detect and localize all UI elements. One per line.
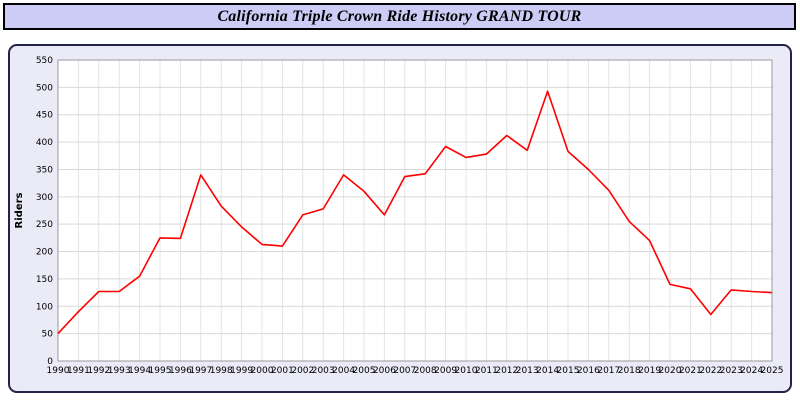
y-tick-label: 300: [36, 193, 53, 203]
riders-series-line: [57, 90, 773, 335]
chart-title-bar: California Triple Crown Ride History GRA…: [3, 3, 796, 30]
x-tick-label: 2000: [251, 366, 274, 376]
y-tick-label: 100: [36, 302, 53, 312]
x-tick-label: 1994: [128, 366, 151, 376]
x-tick-label: 2019: [638, 366, 661, 376]
x-tick-label: 1990: [47, 366, 70, 376]
y-tick-label: 500: [36, 83, 53, 93]
x-tick-label: 2023: [720, 366, 743, 376]
x-tick-label: 2008: [414, 366, 437, 376]
x-tick-label: 2001: [271, 366, 294, 376]
x-tick-label: 2016: [577, 366, 600, 376]
x-tick-label: 2015: [557, 366, 580, 376]
plot-border: [57, 59, 773, 362]
y-tick-label: 0: [47, 357, 53, 367]
x-tick-label: 1997: [189, 366, 212, 376]
y-tick-label: 450: [36, 111, 53, 121]
x-tick-label: 2013: [516, 366, 539, 376]
page-title: California Triple Crown Ride History GRA…: [217, 7, 582, 25]
x-tick-label: 1998: [210, 366, 233, 376]
x-tick-label: 2025: [761, 366, 784, 376]
y-tick-label: 350: [36, 165, 53, 175]
x-tick-label: 2002: [291, 366, 314, 376]
x-tick-label: 2009: [434, 366, 457, 376]
x-tick-label: 2011: [475, 366, 498, 376]
x-tick-label: 2007: [393, 366, 416, 376]
y-tick-label: 250: [36, 220, 53, 230]
ride-history-line-chart: 0501001502002503003504004505005501990199…: [14, 56, 784, 376]
x-tick-label: 2012: [495, 366, 518, 376]
y-axis-title: Riders: [14, 192, 25, 228]
x-tick-label: 2003: [312, 366, 335, 376]
x-tick-label: 1996: [169, 366, 192, 376]
x-tick-label: 2021: [679, 366, 702, 376]
x-tick-label: 1993: [108, 366, 131, 376]
x-tick-label: 2017: [597, 366, 620, 376]
y-tick-label: 400: [36, 138, 53, 148]
x-tick-label: 2005: [353, 366, 376, 376]
x-tick-label: 2018: [618, 366, 641, 376]
x-tick-label: 1991: [67, 366, 90, 376]
y-tick-label: 200: [36, 248, 53, 258]
y-tick-label: 50: [42, 330, 54, 340]
x-tick-label: 2024: [740, 366, 763, 376]
x-tick-label: 2022: [699, 366, 722, 376]
x-tick-label: 1992: [87, 366, 110, 376]
y-tick-label: 550: [36, 56, 53, 66]
x-tick-label: 2020: [659, 366, 682, 376]
x-tick-label: 1995: [149, 366, 172, 376]
x-tick-label: 2014: [536, 366, 559, 376]
x-tick-label: 2010: [455, 366, 478, 376]
x-tick-label: 2004: [332, 366, 355, 376]
x-tick-label: 2006: [373, 366, 396, 376]
y-tick-label: 150: [36, 275, 53, 285]
chart-panel: 0 50 100 150 200 250 300 350 400 450 500 550 1990 199…: [8, 44, 792, 393]
x-tick-label: 1999: [230, 366, 253, 376]
plot-area: [58, 60, 772, 361]
